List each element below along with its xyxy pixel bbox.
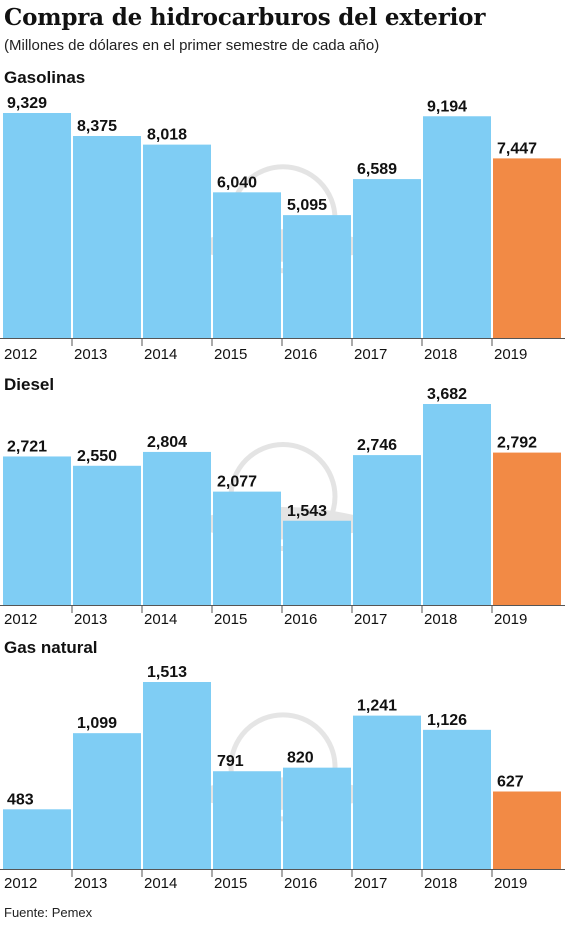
x-tick-2016: 2016 [284,875,317,892]
x-tick-2018: 2018 [424,611,457,628]
x-tick-2017: 2017 [354,611,387,628]
x-tick-2012: 2012 [4,346,37,363]
diesel-chart-title: Diesel [4,375,55,394]
bar-2013 [73,733,141,869]
value-label-2012: 9,329 [7,95,47,112]
gasolinas-chart-plot: 9,329 2012 8,375 2013 8,018 2014 6,040 2015 5,09… [0,95,565,363]
value-label-2017: 2,746 [357,437,397,454]
gas-natural-chart-title: Gas natural [4,638,98,657]
x-tick-2019: 2019 [494,875,527,892]
x-tick-2017: 2017 [354,346,387,363]
bar-2017 [353,179,421,338]
page-title: Compra de hidrocarburos del exterior [4,4,486,31]
x-tick-2014: 2014 [144,875,177,892]
bar-2015 [213,771,281,869]
x-tick-2013: 2013 [74,611,107,628]
value-label-2016: 5,095 [287,197,327,214]
bar-2019 [493,791,561,869]
gasolinas-chart: Gasolinas 9,329 2012 8,375 2013 8,018 2014 6,0… [0,68,567,363]
value-label-2017: 1,241 [357,698,397,715]
value-label-2019: 627 [497,774,524,791]
x-tick-2018: 2018 [424,875,457,892]
bar-2016 [283,215,351,338]
page-subtitle: (Millones de dólares en el primer semest… [4,37,380,54]
x-tick-2012: 2012 [4,611,37,628]
diesel-chart: Diesel 2,721 2012 2,550 2013 2,804 2014 2,077 2… [0,375,567,632]
bar-2017 [353,455,421,605]
bar-2018 [423,116,491,338]
value-label-2012: 2,721 [7,438,47,455]
value-label-2015: 6,040 [217,174,257,191]
diesel-chart-plot: 2,721 2012 2,550 2013 2,804 2014 2,077 2015 1,54… [0,386,565,628]
gasolinas-chart-title: Gasolinas [4,68,86,87]
value-label-2019: 2,792 [497,435,537,452]
bar-2016 [283,767,351,869]
bar-2014 [143,682,211,869]
bar-2018 [423,404,491,605]
value-label-2013: 2,550 [77,448,117,465]
gas-natural-chart: Gas natural 483 2012 1,099 2013 1,513 2014 791… [0,638,567,892]
x-tick-2018: 2018 [424,346,457,363]
bar-2016 [283,520,351,605]
x-tick-2019: 2019 [494,346,527,363]
bar-2012 [3,456,71,605]
value-label-2016: 1,543 [287,503,327,520]
x-tick-2013: 2013 [74,875,107,892]
value-label-2013: 8,375 [77,118,117,135]
bar-2019 [493,158,561,338]
bar-2015 [213,192,281,338]
value-label-2018: 9,194 [427,98,467,115]
bar-2014 [143,144,211,338]
value-label-2013: 1,099 [77,715,117,732]
bar-2013 [73,136,141,338]
bar-2012 [3,809,71,869]
value-label-2019: 7,447 [497,140,537,157]
bar-2014 [143,451,211,605]
x-tick-2016: 2016 [284,611,317,628]
x-tick-2014: 2014 [144,611,177,628]
x-tick-2013: 2013 [74,346,107,363]
value-label-2016: 820 [287,750,314,767]
bar-2018 [423,729,491,869]
x-tick-2019: 2019 [494,611,527,628]
value-label-2015: 791 [217,753,244,770]
source-note: Fuente: Pemex [4,905,93,920]
x-tick-2017: 2017 [354,875,387,892]
x-tick-2015: 2015 [214,611,247,628]
x-tick-2012: 2012 [4,875,37,892]
value-label-2018: 3,682 [427,386,467,403]
bar-2017 [353,715,421,869]
value-label-2018: 1,126 [427,712,467,729]
value-label-2012: 483 [7,791,34,808]
x-tick-2015: 2015 [214,875,247,892]
x-tick-2016: 2016 [284,346,317,363]
bar-2015 [213,491,281,605]
x-tick-2015: 2015 [214,346,247,363]
value-label-2014: 2,804 [147,434,187,451]
value-label-2015: 2,077 [217,474,257,491]
bar-2013 [73,465,141,605]
x-tick-2014: 2014 [144,346,177,363]
value-label-2014: 8,018 [147,127,187,144]
bar-2019 [493,452,561,605]
value-label-2014: 1,513 [147,664,187,681]
bar-2012 [3,113,71,338]
value-label-2017: 6,589 [357,161,397,178]
gas-natural-chart-plot: 483 2012 1,099 2013 1,513 2014 791 2015 820 2016 1… [0,664,565,892]
